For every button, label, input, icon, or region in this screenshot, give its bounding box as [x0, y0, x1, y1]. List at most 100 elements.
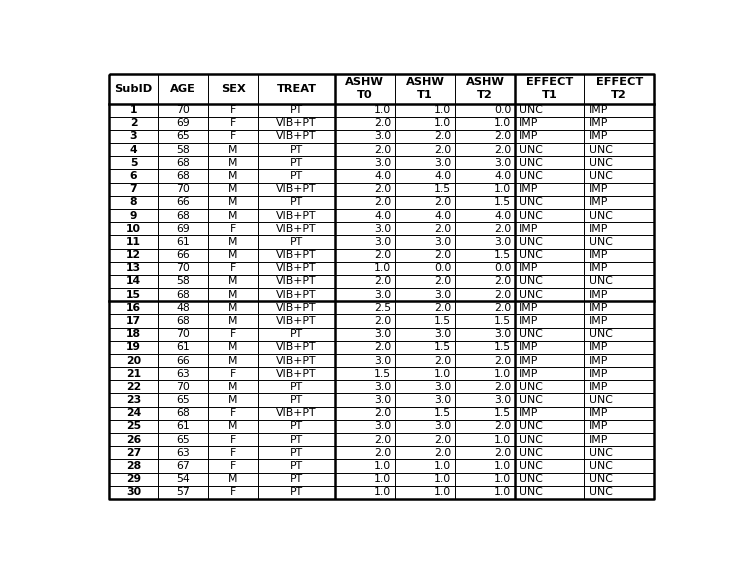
- Text: 2.0: 2.0: [374, 276, 391, 287]
- Text: UNC: UNC: [589, 158, 613, 168]
- Text: PT: PT: [290, 329, 303, 339]
- Text: 25: 25: [126, 422, 141, 431]
- Text: 2.0: 2.0: [494, 422, 512, 431]
- Text: T1: T1: [417, 90, 432, 100]
- Text: 23: 23: [126, 395, 141, 405]
- Text: 4.0: 4.0: [434, 211, 452, 221]
- Text: 22: 22: [126, 382, 141, 392]
- Text: F: F: [230, 132, 236, 141]
- Text: 70: 70: [177, 329, 191, 339]
- Text: M: M: [229, 276, 238, 287]
- Text: VIB+PT: VIB+PT: [276, 408, 317, 418]
- Text: 61: 61: [177, 422, 190, 431]
- Text: 2.0: 2.0: [494, 224, 512, 234]
- Text: 1.5: 1.5: [434, 184, 452, 194]
- Text: 3.0: 3.0: [374, 224, 391, 234]
- Text: PT: PT: [290, 422, 303, 431]
- Text: VIB+PT: VIB+PT: [276, 132, 317, 141]
- Text: 63: 63: [177, 369, 190, 379]
- Text: 6: 6: [130, 171, 137, 181]
- Text: UNC: UNC: [589, 276, 613, 287]
- Text: PT: PT: [290, 395, 303, 405]
- Text: UNC: UNC: [519, 474, 543, 484]
- Text: IMP: IMP: [589, 369, 608, 379]
- Text: 1.5: 1.5: [434, 316, 452, 326]
- Text: UNC: UNC: [589, 329, 613, 339]
- Text: F: F: [230, 118, 236, 128]
- Text: M: M: [229, 382, 238, 392]
- Text: 2: 2: [130, 118, 137, 128]
- Text: IMP: IMP: [519, 303, 539, 313]
- Text: 65: 65: [177, 395, 190, 405]
- Text: IMP: IMP: [519, 408, 539, 418]
- Text: M: M: [229, 211, 238, 221]
- Text: EFFECT: EFFECT: [596, 77, 643, 87]
- Text: VIB+PT: VIB+PT: [276, 211, 317, 221]
- Text: 3.0: 3.0: [374, 382, 391, 392]
- Text: 2.0: 2.0: [494, 382, 512, 392]
- Text: UNC: UNC: [519, 435, 543, 445]
- Text: 2.0: 2.0: [434, 355, 452, 365]
- Text: 0.0: 0.0: [434, 263, 452, 273]
- Text: 69: 69: [177, 224, 190, 234]
- Text: 3: 3: [130, 132, 137, 141]
- Text: SEX: SEX: [221, 84, 246, 94]
- Text: SubID: SubID: [114, 84, 152, 94]
- Text: 1.0: 1.0: [374, 263, 391, 273]
- Text: UNC: UNC: [519, 422, 543, 431]
- Text: 2.0: 2.0: [374, 118, 391, 128]
- Text: 3.0: 3.0: [434, 395, 452, 405]
- Text: 63: 63: [177, 448, 190, 458]
- Text: 4.0: 4.0: [434, 171, 452, 181]
- Text: 2.0: 2.0: [374, 435, 391, 445]
- Text: UNC: UNC: [519, 276, 543, 287]
- Text: 2.0: 2.0: [374, 448, 391, 458]
- Text: 70: 70: [177, 184, 191, 194]
- Text: 15: 15: [126, 289, 141, 300]
- Text: UNC: UNC: [519, 329, 543, 339]
- Text: F: F: [230, 408, 236, 418]
- Text: UNC: UNC: [589, 395, 613, 405]
- Text: 2.0: 2.0: [434, 198, 452, 207]
- Text: M: M: [229, 145, 238, 155]
- Text: 7: 7: [130, 184, 137, 194]
- Text: UNC: UNC: [519, 237, 543, 247]
- Text: 2.0: 2.0: [494, 448, 512, 458]
- Text: 70: 70: [177, 382, 191, 392]
- Text: 1.0: 1.0: [434, 369, 452, 379]
- Text: M: M: [229, 237, 238, 247]
- Text: UNC: UNC: [589, 211, 613, 221]
- Text: 2.0: 2.0: [434, 145, 452, 155]
- Text: 3.0: 3.0: [374, 237, 391, 247]
- Text: 2.0: 2.0: [374, 342, 391, 352]
- Text: 3.0: 3.0: [494, 329, 512, 339]
- Text: F: F: [230, 329, 236, 339]
- Text: UNC: UNC: [519, 448, 543, 458]
- Text: UNC: UNC: [519, 198, 543, 207]
- Text: IMP: IMP: [519, 355, 539, 365]
- Text: M: M: [229, 171, 238, 181]
- Text: 1.5: 1.5: [494, 342, 512, 352]
- Text: T2: T2: [611, 90, 627, 100]
- Text: 66: 66: [177, 198, 190, 207]
- Text: 10: 10: [126, 224, 141, 234]
- Text: 1.0: 1.0: [494, 118, 512, 128]
- Text: VIB+PT: VIB+PT: [276, 118, 317, 128]
- Text: PT: PT: [290, 198, 303, 207]
- Text: IMP: IMP: [589, 316, 608, 326]
- Text: IMP: IMP: [589, 184, 608, 194]
- Text: M: M: [229, 474, 238, 484]
- Text: F: F: [230, 488, 236, 497]
- Text: VIB+PT: VIB+PT: [276, 342, 317, 352]
- Text: 1.0: 1.0: [434, 105, 452, 115]
- Text: 68: 68: [177, 158, 190, 168]
- Text: 70: 70: [177, 105, 191, 115]
- Text: UNC: UNC: [589, 171, 613, 181]
- Text: UNC: UNC: [519, 461, 543, 471]
- Text: 1.5: 1.5: [494, 198, 512, 207]
- Text: 4.0: 4.0: [494, 171, 512, 181]
- Text: 2.0: 2.0: [434, 132, 452, 141]
- Text: 68: 68: [177, 211, 190, 221]
- Text: 58: 58: [177, 145, 190, 155]
- Text: 65: 65: [177, 132, 190, 141]
